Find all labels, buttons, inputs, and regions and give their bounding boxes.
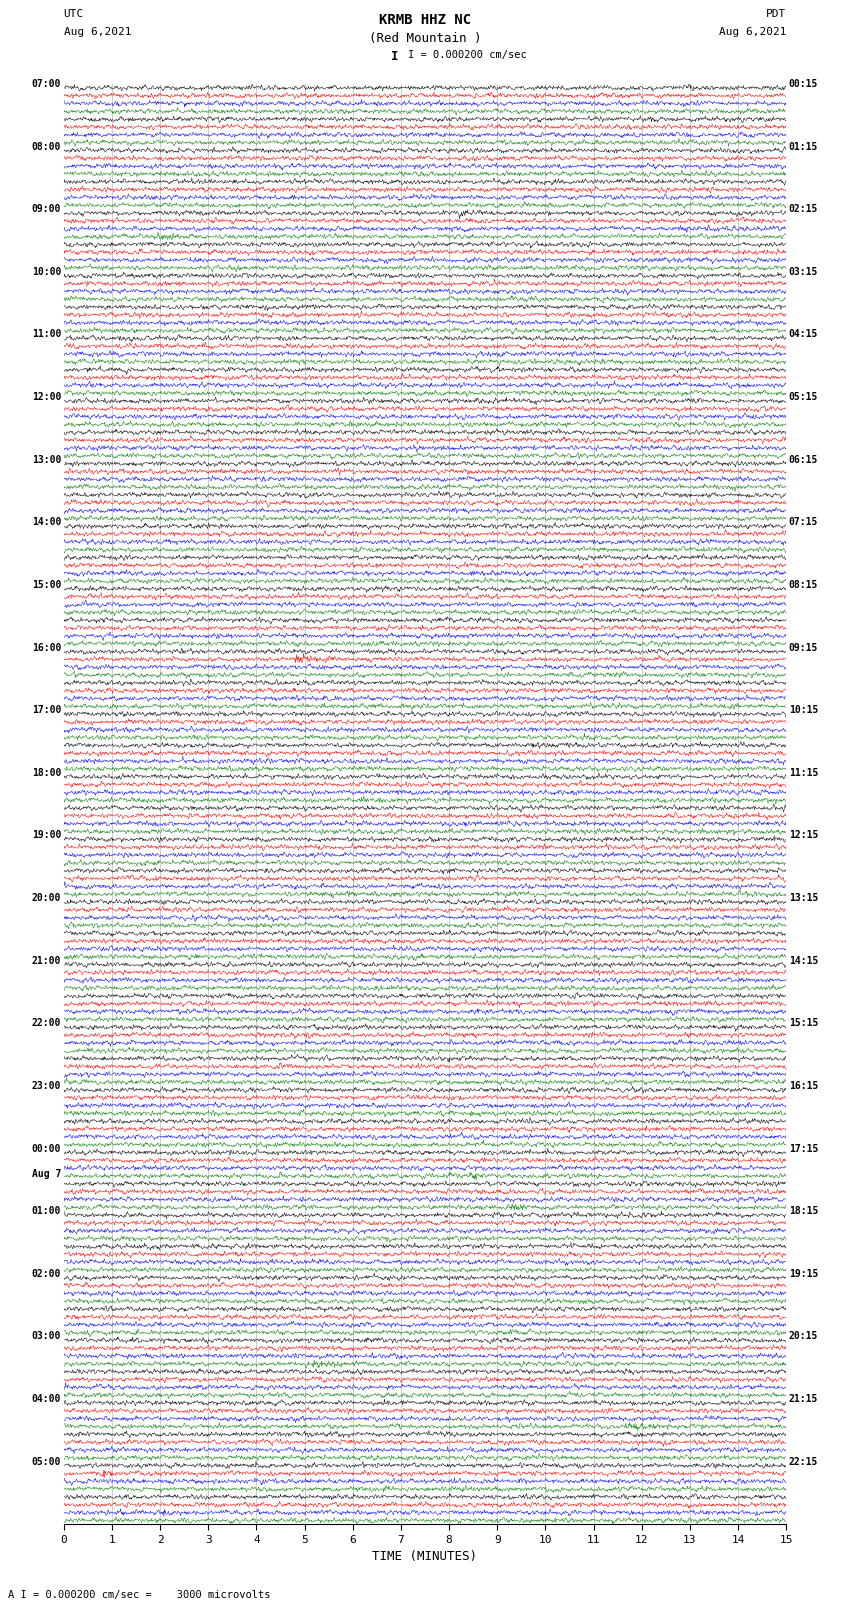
Text: I = 0.000200 cm/sec: I = 0.000200 cm/sec	[408, 50, 527, 60]
Text: 02:15: 02:15	[789, 205, 819, 215]
Text: 00:00: 00:00	[31, 1144, 61, 1153]
Text: 14:00: 14:00	[31, 518, 61, 527]
Text: PDT: PDT	[766, 10, 786, 19]
Text: 19:15: 19:15	[789, 1269, 819, 1279]
Text: 09:00: 09:00	[31, 205, 61, 215]
Text: UTC: UTC	[64, 10, 84, 19]
Text: 12:00: 12:00	[31, 392, 61, 402]
Text: Aug 6,2021: Aug 6,2021	[64, 27, 131, 37]
Text: 13:15: 13:15	[789, 894, 819, 903]
Text: 00:15: 00:15	[789, 79, 819, 89]
Text: 01:00: 01:00	[31, 1207, 61, 1216]
Text: 08:15: 08:15	[789, 581, 819, 590]
Text: 09:15: 09:15	[789, 642, 819, 653]
Text: 05:00: 05:00	[31, 1457, 61, 1466]
Text: 20:15: 20:15	[789, 1331, 819, 1342]
Text: 08:00: 08:00	[31, 142, 61, 152]
Text: 01:15: 01:15	[789, 142, 819, 152]
Text: Aug 6,2021: Aug 6,2021	[719, 27, 786, 37]
Text: 21:15: 21:15	[789, 1394, 819, 1403]
Text: 23:00: 23:00	[31, 1081, 61, 1090]
Text: 15:00: 15:00	[31, 581, 61, 590]
Text: 03:15: 03:15	[789, 266, 819, 277]
Text: I: I	[392, 50, 399, 63]
Text: (Red Mountain ): (Red Mountain )	[369, 32, 481, 45]
Text: 17:00: 17:00	[31, 705, 61, 715]
Text: 10:15: 10:15	[789, 705, 819, 715]
Text: 12:15: 12:15	[789, 831, 819, 840]
Text: 22:00: 22:00	[31, 1018, 61, 1027]
Text: 17:15: 17:15	[789, 1144, 819, 1153]
Text: 05:15: 05:15	[789, 392, 819, 402]
Text: 04:00: 04:00	[31, 1394, 61, 1403]
Text: 18:00: 18:00	[31, 768, 61, 777]
Text: 16:00: 16:00	[31, 642, 61, 653]
Text: 04:15: 04:15	[789, 329, 819, 339]
Text: 07:15: 07:15	[789, 518, 819, 527]
X-axis label: TIME (MINUTES): TIME (MINUTES)	[372, 1550, 478, 1563]
Text: Aug 7: Aug 7	[31, 1169, 61, 1179]
Text: KRMB HHZ NC: KRMB HHZ NC	[379, 13, 471, 26]
Text: 11:00: 11:00	[31, 329, 61, 339]
Text: 06:15: 06:15	[789, 455, 819, 465]
Text: 16:15: 16:15	[789, 1081, 819, 1090]
Text: 07:00: 07:00	[31, 79, 61, 89]
Text: 15:15: 15:15	[789, 1018, 819, 1027]
Text: 19:00: 19:00	[31, 831, 61, 840]
Text: 11:15: 11:15	[789, 768, 819, 777]
Text: 21:00: 21:00	[31, 955, 61, 966]
Text: 10:00: 10:00	[31, 266, 61, 277]
Text: 20:00: 20:00	[31, 894, 61, 903]
Text: 13:00: 13:00	[31, 455, 61, 465]
Text: 22:15: 22:15	[789, 1457, 819, 1466]
Text: 03:00: 03:00	[31, 1331, 61, 1342]
Text: 18:15: 18:15	[789, 1207, 819, 1216]
Text: 02:00: 02:00	[31, 1269, 61, 1279]
Text: A I = 0.000200 cm/sec =    3000 microvolts: A I = 0.000200 cm/sec = 3000 microvolts	[8, 1590, 271, 1600]
Text: 14:15: 14:15	[789, 955, 819, 966]
